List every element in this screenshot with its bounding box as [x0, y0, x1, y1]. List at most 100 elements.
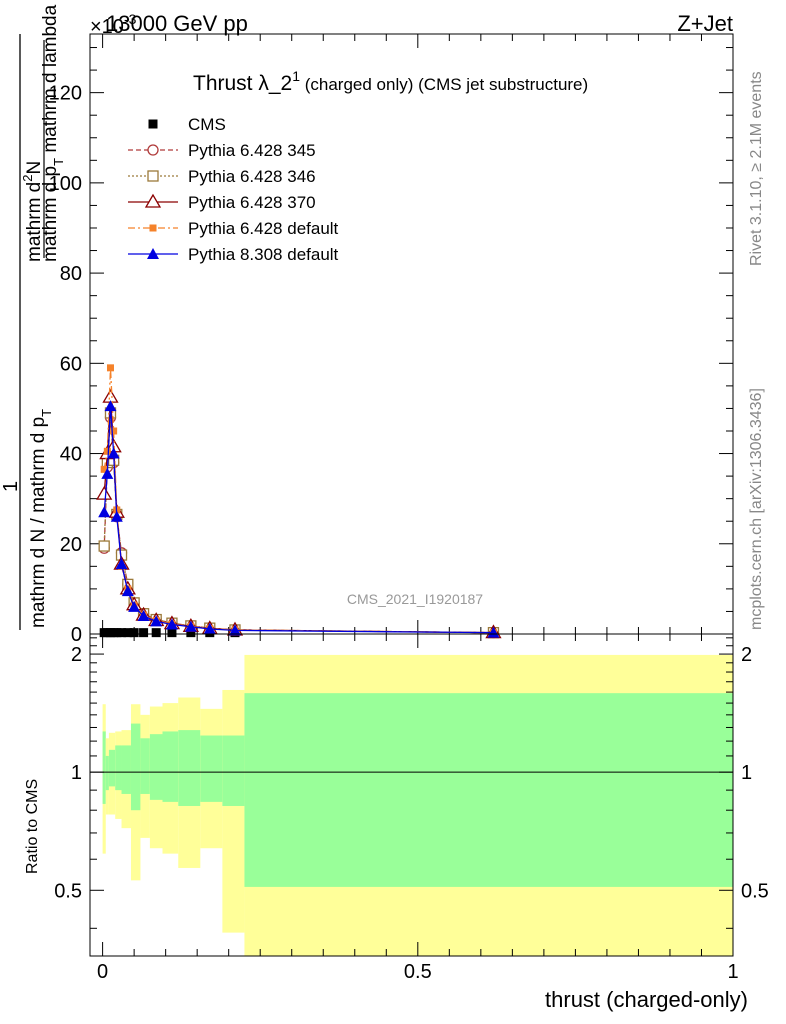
y-title-one: 1 [0, 481, 22, 492]
mcplots-label: mcplots.cern.ch [arXiv:1306.3436] [748, 388, 765, 630]
data-point-p8def [98, 506, 111, 518]
ratio-x-tick-label: 0 [97, 961, 108, 983]
data-point-p370 [96, 485, 113, 500]
ratio-y-tick-label-left: 2 [71, 644, 82, 666]
y-title-inner-denominator: mathrm d pT mathrm d lambda [40, 4, 66, 262]
ratio-y-tick-label-right: 2 [741, 644, 752, 666]
legend-label-p8def: Pythia 8.308 default [188, 245, 339, 264]
ratio-inner-band-bin [149, 734, 163, 800]
y-title-dndp: mathrm d N / mathrm d p [28, 417, 49, 628]
data-point-p8def [203, 623, 216, 635]
ratio-inner-band-bin [121, 745, 131, 794]
y-title-inner-numerator: mathrm d2N [20, 161, 45, 262]
legend-entry-p345: Pythia 6.428 345 [128, 141, 316, 160]
ratio-inner-band-bin [162, 731, 179, 802]
ratio-panel: 0.5 0.51 12 2 0 0.5 1 Ratio to CMS thrust (ch… [24, 633, 769, 1012]
legend-marker-cms [148, 119, 158, 129]
y-title-power: 2 [20, 175, 35, 182]
legend-label-p345: Pythia 6.428 345 [188, 141, 316, 160]
data-point-p8def [137, 609, 150, 621]
legend-marker-p345 [147, 144, 159, 156]
legend-marker-p8def [147, 248, 159, 259]
data-point-p8def [104, 400, 117, 412]
data-point-p6def [100, 465, 108, 473]
ratio-inner-band-bin [200, 735, 223, 802]
ratio-x-tick-label: 1 [727, 961, 738, 983]
ratio-bands [102, 654, 733, 956]
ratio-inner-band-bin [108, 749, 116, 787]
y-exponent-label: ×10-3 [90, 11, 137, 38]
y-title-dlambda: mathrm d lambda [40, 4, 61, 158]
y-title-d: mathrm d [24, 182, 45, 262]
ratio-y-tick-label-right: 1 [741, 762, 752, 784]
ratio-y-tick-label-right: 0.5 [741, 880, 769, 902]
ratio-inner-band-bin [102, 731, 106, 804]
data-point-p6def [106, 364, 114, 372]
data-point-p8def [184, 620, 197, 632]
legend-marker-p370 [144, 193, 162, 208]
main-y-tick-label: 20 [60, 534, 82, 556]
data-point-cms [167, 628, 177, 638]
ratio-x-ticks: 0 0.5 1 [97, 634, 739, 983]
legend-label-cms: CMS [188, 115, 226, 134]
data-point-cms [186, 628, 196, 638]
y-title-t-sub: T [51, 158, 66, 166]
ratio-y-tick-label-left: 0.5 [54, 880, 82, 902]
legend: CMS Pythia 6.428 345 Pythia 6.428 346 Pythi… [128, 115, 339, 264]
ratio-x-tick-label: 0.5 [404, 961, 432, 983]
y-title-t-sub2: T [39, 409, 54, 417]
energy-label: 13000 GeV pp [106, 11, 248, 36]
y-title-n: N [24, 161, 45, 175]
data-point-cms [123, 628, 133, 638]
y-exponent-power: -3 [124, 11, 137, 27]
data-point-cms [112, 628, 122, 638]
ratio-inner-band-bin [130, 723, 141, 811]
ratio-inner-band-bin [105, 755, 109, 791]
data-point-cms [129, 628, 139, 638]
main-panel: 0 20 40 60 80 100 120 Thrust λ_21 (charged onl… [49, 33, 734, 646]
legend-label-p346: Pythia 6.428 346 [188, 167, 316, 186]
y-exponent-base: ×10 [90, 16, 124, 38]
rivet-label: Rivet 3.1.10, ≥ 2.1M events [748, 71, 765, 266]
legend-entry-p370: Pythia 6.428 370 [128, 193, 316, 212]
data-point-cms [151, 628, 161, 638]
main-y-tick-label: 40 [60, 444, 82, 466]
legend-marker-p346 [147, 170, 159, 182]
ratio-panel-frame [89, 633, 734, 957]
main-y-tick-label: 0 [71, 624, 82, 646]
ratio-outer-band-bin [222, 689, 245, 933]
data-point-p8def [487, 626, 500, 638]
data-point-p8def [115, 558, 128, 570]
data-point-p8def [165, 618, 178, 630]
data-point-p346 [98, 540, 110, 552]
data-point-p6def [110, 427, 118, 435]
plot-title: Thrust λ_21 (charged only) (CMS jet subs… [193, 68, 588, 95]
data-point-p8def [121, 585, 134, 597]
legend-label-p6def: Pythia 6.428 default [188, 219, 339, 238]
legend-entry-cms: CMS [148, 115, 226, 134]
legend-entry-p346: Pythia 6.428 346 [128, 167, 316, 186]
ratio-inner-band-bin [140, 738, 150, 794]
ratio-y-tick-label-left: 1 [71, 762, 82, 784]
plot-title-suffix: (charged only) (CMS jet substructure) [300, 75, 588, 94]
y-axis-title: 1 mathrm d2N mathrm d pT mathrm d lambda… [0, 4, 66, 630]
ratio-inner-band-bin [244, 693, 733, 887]
data-point-p6def [103, 447, 111, 455]
ratio-y-title: Ratio to CMS [24, 779, 41, 874]
legend-entry-p6def: Pythia 6.428 default [128, 219, 339, 238]
legend-entry-p8def: Pythia 8.308 default [128, 245, 339, 264]
data-point-cms [117, 628, 127, 638]
data-point-p8def [101, 467, 114, 479]
data-point-p8def [110, 510, 123, 522]
y-title-dp: mathrm d p [40, 166, 61, 262]
ratio-inner-band-bin [222, 735, 245, 806]
data-point-p8def [128, 600, 141, 612]
process-label: Z+Jet [677, 11, 733, 36]
plot-title-sup: 1 [292, 68, 300, 84]
ratio-y-ticks: 0.5 0.5 1 1 2 2 [54, 637, 769, 929]
legend-marker-p6def [149, 224, 157, 232]
ratio-inner-band-bin [178, 730, 201, 806]
plot-title-main: Thrust λ_2 [193, 72, 292, 95]
series-layer [96, 364, 502, 639]
